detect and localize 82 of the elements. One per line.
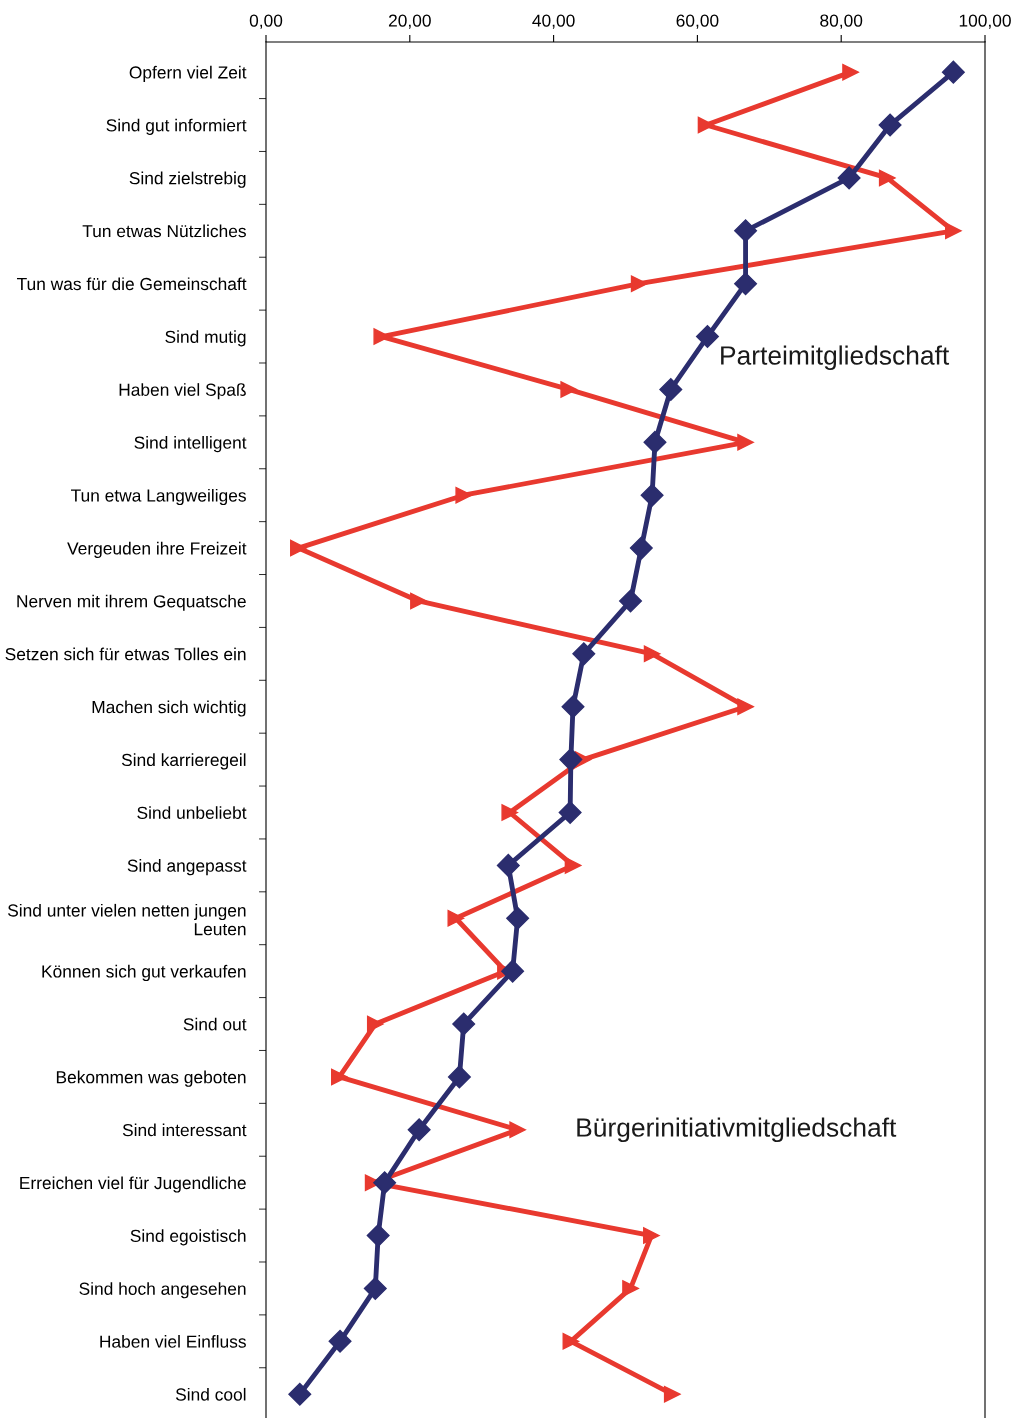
point: [630, 275, 648, 293]
x-tick-label: 60,00: [676, 14, 719, 29]
x-tick-label: 20,00: [388, 14, 431, 29]
y-tick-label: Nerven mit ihrem Gequatsche: [17, 594, 246, 611]
point: [941, 60, 965, 84]
y-tick-label: Sind mutig: [165, 330, 246, 347]
y-tick-label: Sind interessant: [122, 1123, 247, 1137]
point: [561, 695, 585, 719]
y-tick-label: Sind angepasst: [127, 859, 247, 876]
point: [878, 169, 896, 187]
point: [663, 1385, 681, 1403]
point: [737, 698, 754, 716]
point: [501, 959, 525, 983]
point: [622, 1280, 639, 1297]
point: [564, 857, 582, 874]
y-tick-label: Sind intelligent: [134, 436, 247, 453]
point: [659, 377, 683, 401]
point: [288, 1382, 312, 1406]
y-tick-label: Machen sich wichtig: [92, 700, 246, 717]
point: [366, 1224, 390, 1248]
y-tick-label: Sind unbeliebt: [137, 806, 247, 819]
point: [640, 483, 664, 507]
point: [560, 381, 578, 398]
y-tick-label: Tun etwa Langweiliges: [71, 488, 246, 506]
x-tick-label: 80,00: [820, 14, 863, 29]
point: [506, 906, 530, 930]
y-tick-label: Haben viel Einfluss: [100, 1335, 246, 1348]
point: [407, 1118, 431, 1142]
point: [501, 804, 519, 821]
y-tick-label: Sind hoch angesehen: [79, 1282, 246, 1299]
point: [945, 222, 962, 240]
point: [410, 592, 427, 610]
point: [629, 536, 653, 560]
point: [290, 539, 307, 557]
y-tick-label: Haben viel Spaß: [119, 383, 246, 400]
y-tick-label: Sind karrieregeil: [121, 753, 246, 770]
y-tick-label: Sind out: [183, 1017, 247, 1031]
point: [619, 589, 643, 613]
y-tick-label: Tun etwas Nützliches: [82, 224, 246, 238]
y-tick-label: Sind zielstrebig: [129, 171, 246, 188]
point: [363, 1276, 387, 1300]
point: [509, 1121, 526, 1139]
point: [447, 1065, 471, 1089]
point: [559, 748, 583, 772]
y-tick-label: Sind gut informiert: [106, 118, 247, 135]
point: [452, 1012, 476, 1036]
y-tick-label: Können sich gut verkaufen: [42, 964, 246, 982]
point: [366, 1015, 384, 1033]
point: [328, 1329, 352, 1353]
point: [331, 1068, 348, 1086]
point: [837, 166, 861, 190]
point: [697, 116, 715, 134]
point: [558, 800, 582, 824]
y-tick-label: Sind cool: [175, 1387, 246, 1401]
point: [643, 1227, 660, 1244]
point: [878, 113, 902, 137]
series-label: Bürgerinitiativmitgliedschaft: [577, 1117, 897, 1143]
y-tick-label: Bekommen was geboten: [56, 1070, 246, 1087]
y-tick-label: Opfern viel Zeit: [129, 65, 247, 83]
y-tick-label: Tun was für die Gemeinschaft: [16, 277, 247, 291]
point: [734, 219, 758, 243]
y-tick-label: Erreichen viel für Jugendliche: [20, 1176, 246, 1193]
series-label: Parteimitgliedschaft: [721, 345, 950, 371]
point: [572, 642, 596, 666]
point: [737, 433, 754, 451]
point: [695, 325, 719, 349]
x-tick-label: 40,00: [532, 14, 575, 29]
point: [447, 909, 465, 927]
y-tick-label: Sind egoistisch: [130, 1229, 246, 1246]
point: [455, 486, 473, 504]
point: [496, 853, 520, 877]
point: [643, 645, 661, 663]
point: [562, 1332, 580, 1350]
y-tick-label: Setzen sich für etwas Tolles ein: [5, 647, 246, 661]
y-tick-label: Sind unter vielen netten jungen Leuten: [7, 903, 246, 936]
y-tick-label: Vergeuden ihre Freizeit: [67, 541, 247, 558]
x-tick-label: 0,00: [249, 14, 283, 29]
x-tick-label: 100,00: [959, 14, 1011, 29]
point: [643, 430, 667, 454]
point: [842, 63, 859, 81]
point: [734, 272, 758, 296]
point: [373, 1171, 397, 1195]
